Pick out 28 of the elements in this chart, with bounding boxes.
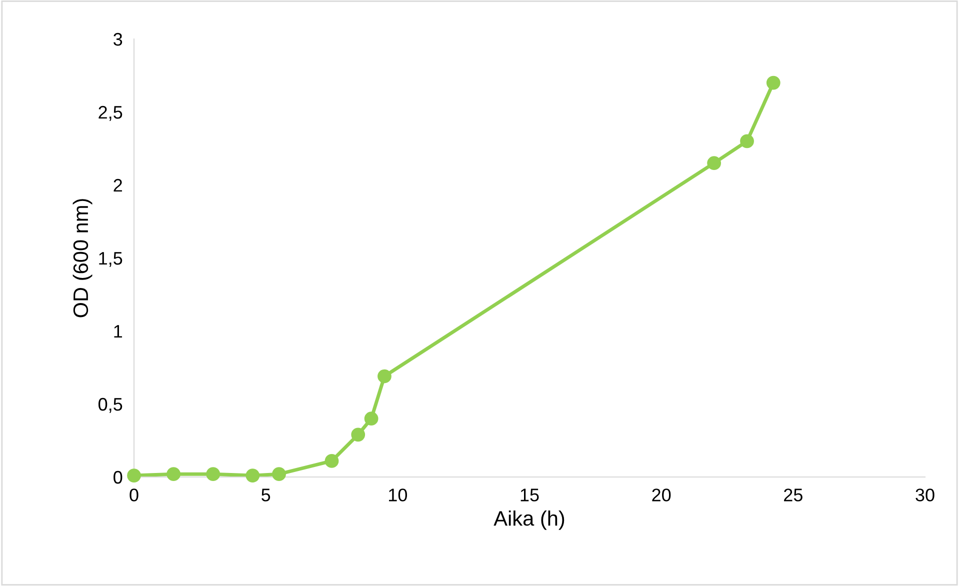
y-tick-label: 1,5 bbox=[99, 252, 122, 267]
x-tick-label: 15 bbox=[520, 488, 539, 502]
x-tick-label: 0 bbox=[130, 488, 138, 502]
point bbox=[707, 156, 722, 170]
x-tick-label: 20 bbox=[652, 488, 671, 502]
y-tick-label: 0,5 bbox=[98, 398, 122, 413]
point bbox=[324, 454, 339, 468]
y-tick-label: 0 bbox=[114, 470, 122, 484]
y-tick-label: 3 bbox=[114, 32, 122, 46]
point bbox=[351, 428, 366, 442]
x-tick-label: 5 bbox=[262, 488, 270, 502]
point bbox=[766, 76, 780, 90]
point bbox=[127, 468, 141, 482]
x-tick-label: 30 bbox=[916, 488, 934, 502]
y-tick-label: 2 bbox=[114, 178, 122, 192]
y-axis-title: OD (600 nm) bbox=[72, 199, 92, 318]
x-tick-label: 10 bbox=[389, 488, 408, 502]
x-axis-title: Aika (h) bbox=[494, 510, 564, 530]
point bbox=[378, 369, 392, 384]
point bbox=[166, 467, 180, 482]
y-tick-label: 1 bbox=[114, 325, 122, 338]
point bbox=[364, 412, 378, 426]
x-tick-label: 25 bbox=[784, 488, 802, 502]
point bbox=[272, 467, 286, 482]
point bbox=[206, 467, 220, 482]
point bbox=[246, 468, 260, 482]
point bbox=[740, 134, 754, 148]
y-tick-label: 2,5 bbox=[98, 106, 122, 121]
